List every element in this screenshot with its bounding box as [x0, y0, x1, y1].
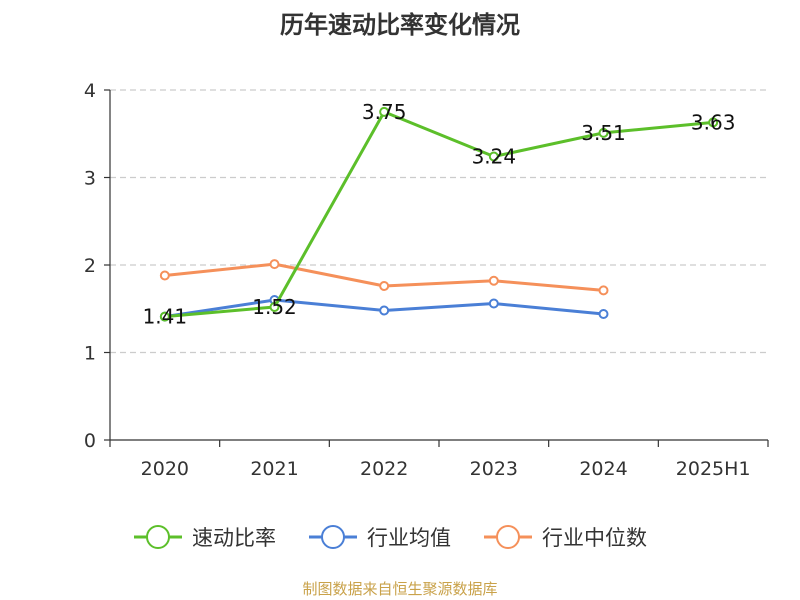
legend-label: 速动比率 — [192, 526, 276, 550]
data-point — [379, 281, 390, 291]
x-tick-label: 2023 — [470, 458, 518, 480]
x-tick-label: 2025H1 — [676, 458, 751, 480]
y-tick-label: 1 — [84, 343, 96, 365]
data-point — [379, 106, 390, 117]
x-tick-label: 2022 — [360, 458, 408, 480]
series-layer — [159, 106, 719, 322]
data-point — [598, 309, 609, 319]
x-tick-label: 2020 — [141, 458, 189, 480]
legend-item[interactable]: 速动比率 — [134, 525, 276, 550]
legend-label: 行业中位数 — [542, 526, 647, 550]
y-tick-label: 2 — [84, 255, 96, 277]
legend-label: 行业均值 — [367, 526, 451, 550]
data-label: 3.51 — [581, 121, 626, 145]
legend[interactable]: 速动比率 行业均值 行业中位数 — [134, 525, 647, 550]
data-label: 1.52 — [252, 295, 297, 319]
data-label: 3.63 — [691, 110, 736, 134]
data-point — [708, 117, 719, 128]
axis-layer: 0 1 2 3 4 2020 2021 2022 2023 2024 2025H1 — [84, 80, 769, 480]
legend-marker-icon — [321, 525, 345, 549]
source-note: 制图数据来自恒生聚源数据库 — [302, 580, 497, 598]
data-point — [488, 275, 499, 286]
legend-item[interactable]: 行业中位数 — [484, 525, 647, 550]
legend-item[interactable]: 行业均值 — [309, 525, 451, 550]
data-point — [269, 259, 280, 270]
data-point — [488, 151, 499, 162]
data-point — [598, 127, 609, 138]
legend-marker-icon — [146, 525, 170, 549]
legend-marker-icon — [496, 525, 520, 549]
y-tick-label: 3 — [84, 168, 96, 190]
x-tick-label: 2024 — [579, 458, 627, 480]
series-line — [164, 110, 714, 319]
data-label-layer: 1.41 1.52 3.75 3.24 3.51 3.63 — [143, 100, 736, 329]
data-point — [488, 298, 499, 309]
data-point — [269, 302, 280, 312]
data-label: 1.41 — [143, 305, 188, 329]
y-tick-label: 4 — [84, 80, 96, 102]
x-tick-label: 2021 — [250, 458, 298, 480]
data-point — [379, 305, 390, 316]
y-tick-label: 0 — [84, 430, 96, 452]
chart-title: 历年速动比率变化情况 — [280, 11, 520, 39]
data-point — [159, 270, 170, 281]
data-point — [598, 285, 609, 296]
data-point — [159, 311, 170, 322]
data-label: 3.75 — [362, 100, 407, 124]
data-label: 3.24 — [472, 145, 517, 169]
